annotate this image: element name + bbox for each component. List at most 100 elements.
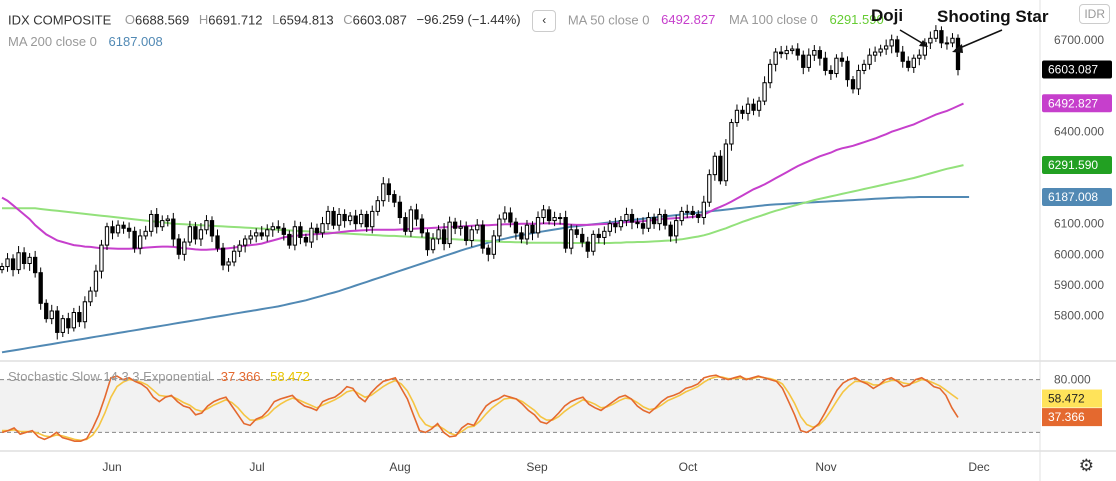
stoch-d-line xyxy=(2,376,959,442)
candle-body xyxy=(580,233,585,243)
candle-body xyxy=(812,50,817,56)
candle-body xyxy=(524,224,530,240)
candle-body xyxy=(950,37,955,44)
x-tick-label: Jun xyxy=(102,460,121,474)
doji-annotation: Doji xyxy=(871,6,904,25)
close-label: C xyxy=(343,12,353,28)
candle-body xyxy=(458,226,463,229)
ma100-label[interactable]: MA 100 close 0 xyxy=(728,12,818,28)
candle-body xyxy=(745,103,751,114)
candle-body xyxy=(828,69,834,75)
stoch-k-tag-bg xyxy=(1042,408,1102,427)
candle-body xyxy=(436,229,441,240)
x-tick-label: Nov xyxy=(815,460,836,474)
candle-body xyxy=(884,45,889,50)
candle-body xyxy=(231,250,237,263)
candle-body xyxy=(475,224,480,231)
candle-body xyxy=(259,232,264,237)
candle-body xyxy=(165,218,170,222)
ma50-label[interactable]: MA 50 close 0 xyxy=(567,12,650,28)
shooting-star-arrow xyxy=(954,29,1003,51)
y-tick-label: 6000.000 xyxy=(1054,247,1104,261)
candle-body xyxy=(718,155,723,182)
candle-body xyxy=(596,233,601,238)
candle-body xyxy=(563,217,568,249)
candle-body xyxy=(712,155,718,176)
ma200-label[interactable]: MA 200 close 0 xyxy=(8,34,97,49)
candle-body xyxy=(646,217,651,229)
candle-body xyxy=(734,109,740,124)
stoch-label[interactable]: Stochastic Slow 14 3 3 Exponential xyxy=(8,369,212,384)
candle-body xyxy=(790,48,795,52)
candle-body xyxy=(878,48,883,53)
candle-body xyxy=(242,238,248,246)
ma100-value: 6291.590 xyxy=(829,12,884,28)
candle-body xyxy=(21,252,27,264)
x-tick-label: Oct xyxy=(679,460,698,474)
candle-body xyxy=(447,221,452,245)
candle-body xyxy=(220,247,226,266)
candle-body xyxy=(939,30,944,44)
stoch-legend: Stochastic Slow 14 3 3 Exponential 37.36… xyxy=(8,369,310,384)
candle-body xyxy=(845,60,850,81)
currency-badge[interactable]: IDR xyxy=(1079,4,1110,24)
candle-body xyxy=(171,218,176,240)
candle-body xyxy=(585,241,590,252)
candle-body xyxy=(795,48,800,56)
candle-body xyxy=(928,37,933,44)
ma100-price-tag: 6291.590 xyxy=(1048,158,1098,172)
candle-body xyxy=(452,221,458,229)
stoch-k-line xyxy=(1,374,959,443)
candle-body xyxy=(425,232,430,251)
candle-body xyxy=(441,229,447,245)
candle-body xyxy=(679,210,684,222)
candle-body xyxy=(27,256,32,264)
ma200-price-tag-bg xyxy=(1042,188,1112,207)
candle-body xyxy=(121,224,126,229)
candle-body xyxy=(375,200,380,212)
candle-body xyxy=(397,201,403,219)
shooting-star-annotation: Shooting Star xyxy=(937,7,1049,26)
candle-body xyxy=(635,221,640,225)
ma100-price-tag-bg xyxy=(1042,155,1112,174)
gear-icon[interactable]: ⚙ xyxy=(1078,456,1094,475)
candle-body xyxy=(298,226,303,238)
chevron-left-icon[interactable]: ‹ xyxy=(532,10,557,32)
legend-row-2: MA 200 close 0 6187.008 xyxy=(8,34,163,49)
candle-body xyxy=(640,223,646,229)
candle-body xyxy=(801,54,806,68)
candle-body xyxy=(66,318,71,329)
candle-body xyxy=(690,210,695,215)
candle-body xyxy=(607,223,613,232)
candle-body xyxy=(215,235,220,249)
candle-body xyxy=(110,226,115,234)
last-price-tag: 6603.087 xyxy=(1048,63,1098,77)
candle-body xyxy=(546,209,552,222)
x-tick-label: Dec xyxy=(968,460,989,474)
candle-body xyxy=(707,174,712,203)
candle-body xyxy=(347,215,353,222)
candle-body xyxy=(751,103,756,111)
candle-body xyxy=(624,213,629,222)
stoch-d-value: 58.472 xyxy=(270,369,310,384)
stoch-y-tick-label: 80.000 xyxy=(1054,373,1091,387)
candle-body xyxy=(77,312,82,323)
low-value: 6594.813 xyxy=(279,12,334,28)
candle-body xyxy=(193,226,198,240)
high-label: H xyxy=(198,12,209,28)
symbol-name[interactable]: IDX COMPOSITE xyxy=(8,12,112,28)
candle-body xyxy=(508,212,513,223)
candle-body xyxy=(93,270,99,292)
candle-body xyxy=(657,213,662,225)
candle-body xyxy=(104,226,110,246)
candle-body xyxy=(303,236,309,243)
candle-body xyxy=(408,209,414,232)
candle-body xyxy=(685,210,690,213)
candle-body xyxy=(314,227,320,234)
legend-row-1: IDX COMPOSITE O6688.569 H6691.712 L6594.… xyxy=(8,10,884,32)
candle-body xyxy=(287,233,292,246)
x-tick-label: Sep xyxy=(526,460,548,474)
candle-body xyxy=(906,60,911,68)
candle-body xyxy=(370,210,375,228)
